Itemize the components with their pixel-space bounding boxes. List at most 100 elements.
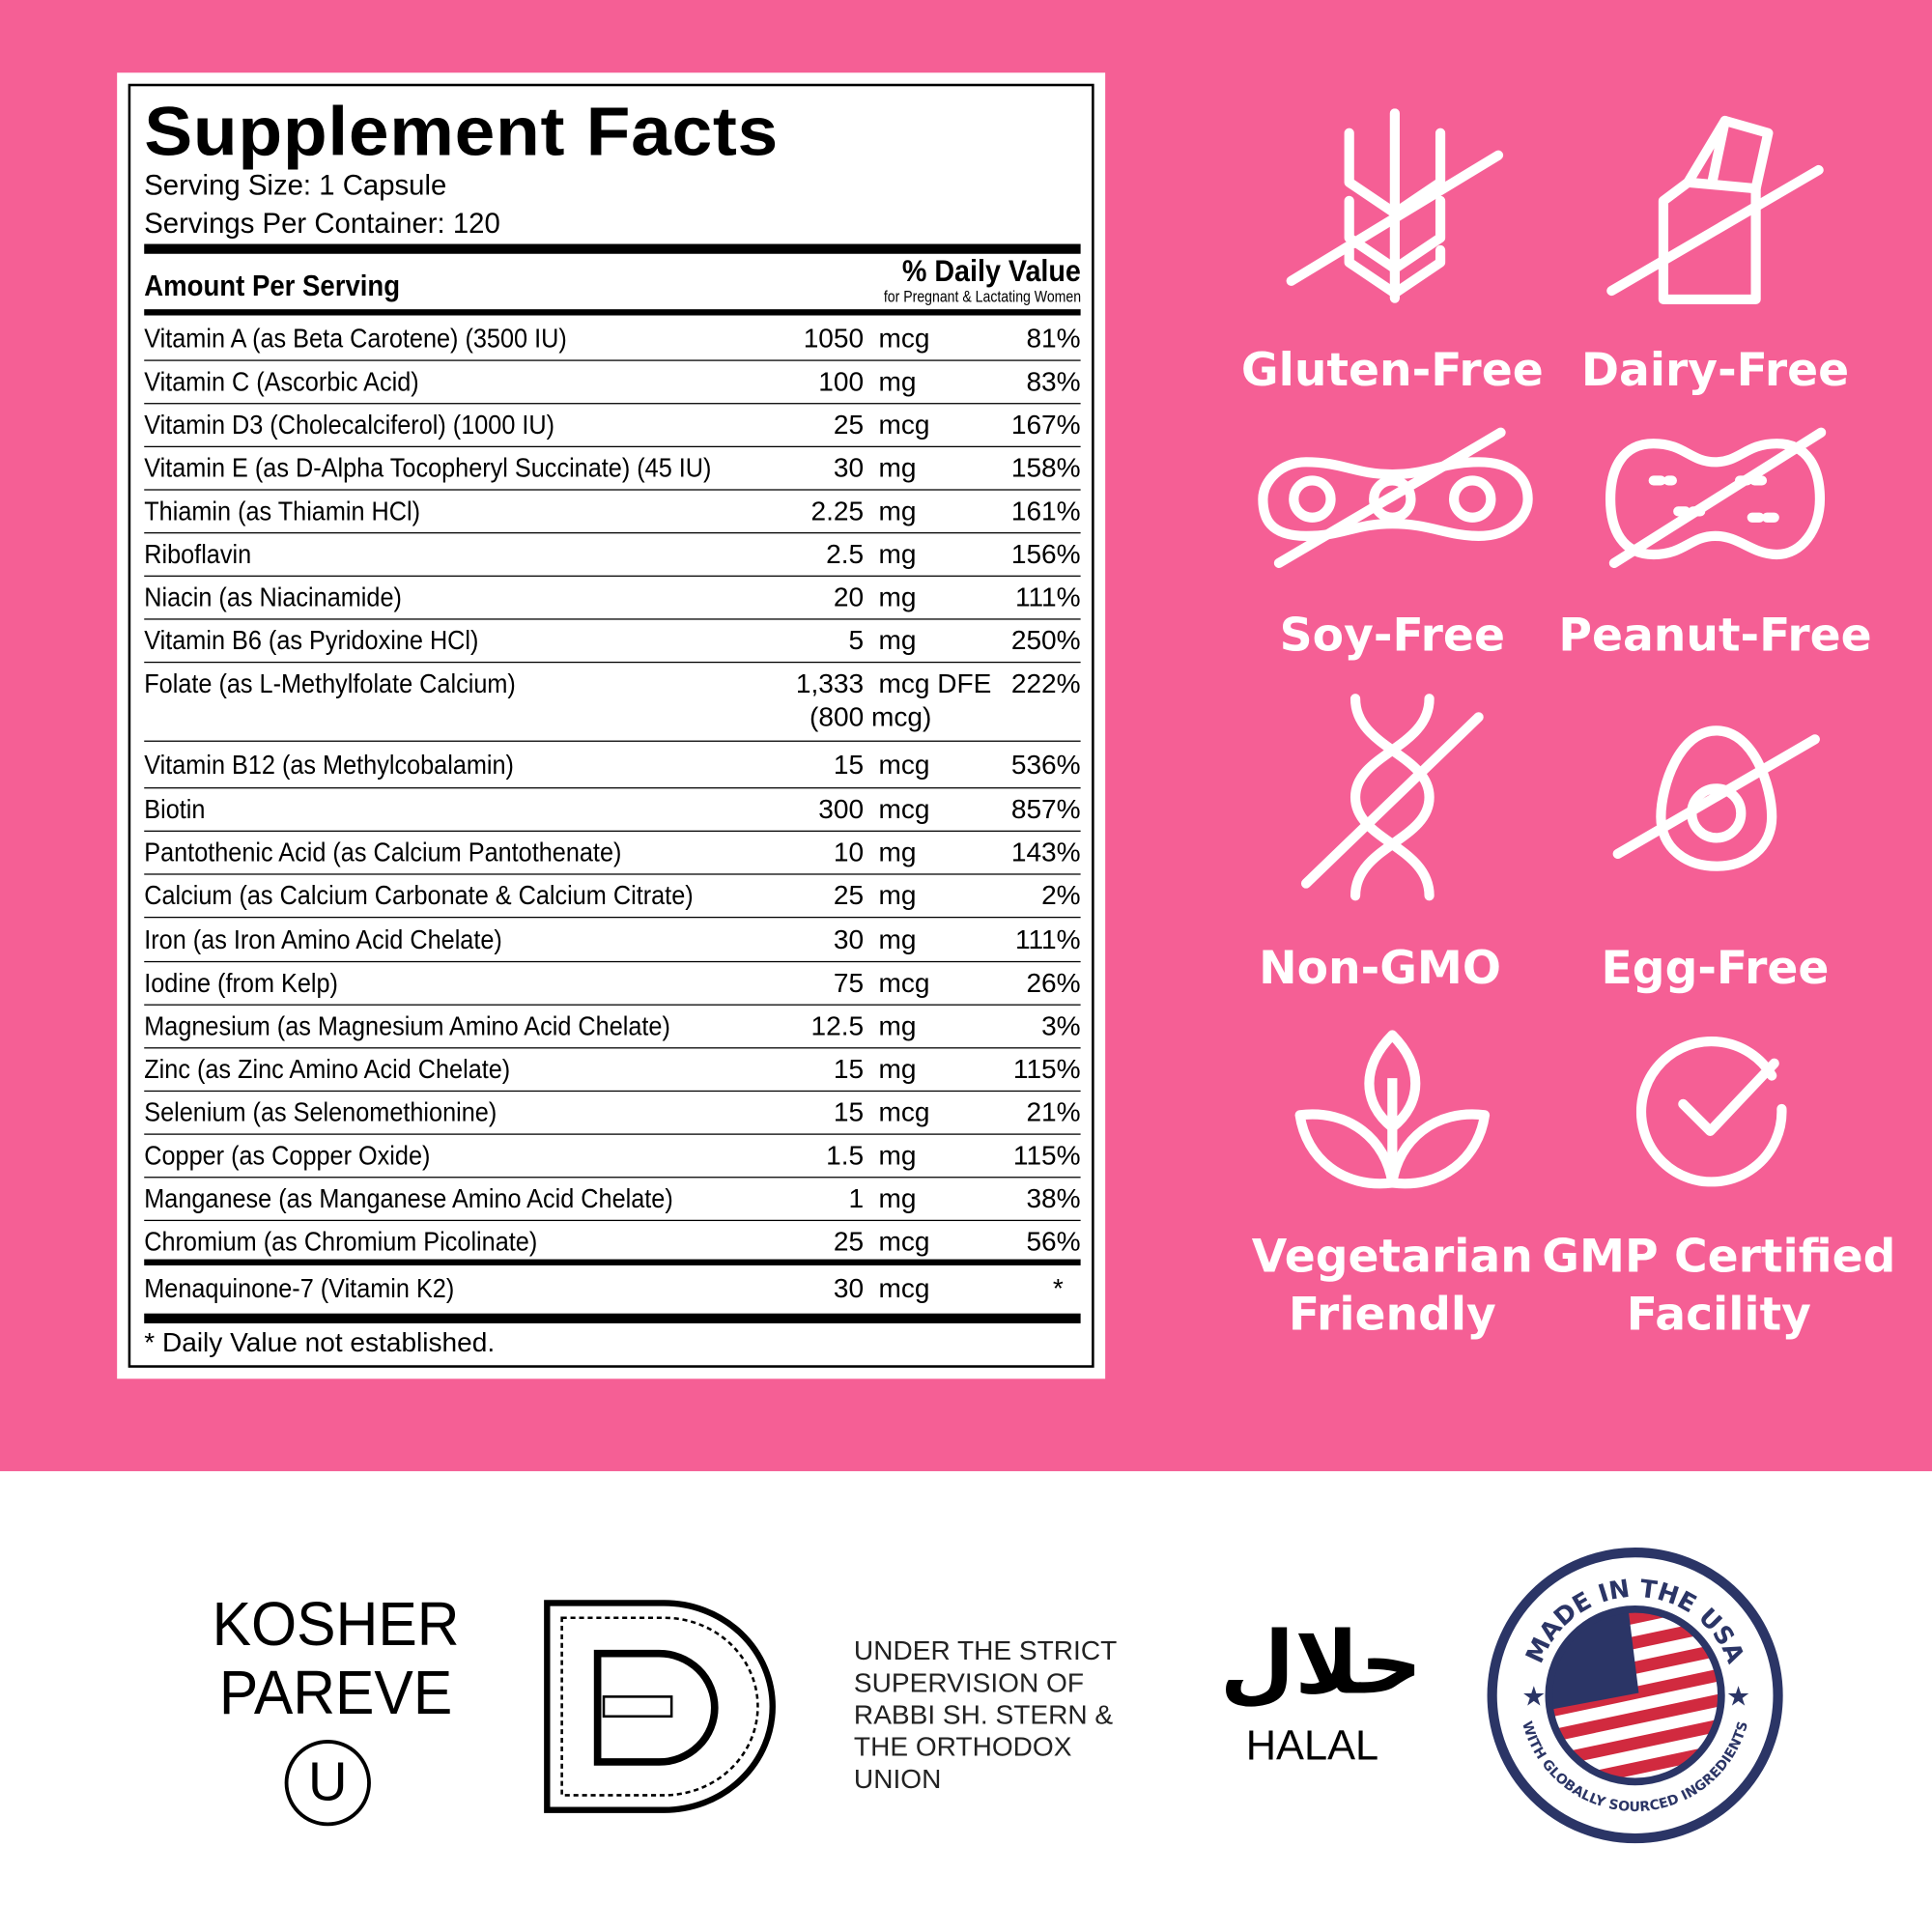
nutrient-amount: 10 — [833, 837, 865, 867]
nutrient-name: Biotin — [144, 793, 206, 825]
nutrient-unit: mg — [878, 495, 917, 526]
nutrient-amount: 15 — [833, 1096, 865, 1128]
divider-medium — [144, 1259, 1081, 1265]
nutrient-row: Biotin 300 mcg 857% — [144, 793, 1081, 832]
nutrient-name: Magnesium (as Magnesium Amino Acid Chela… — [144, 1009, 670, 1041]
nutrient-row: Chromium (as Chromium Picolinate) 25 mcg 56… — [144, 1226, 1080, 1257]
footnote: * Daily Value not established. — [144, 1326, 496, 1358]
nutrient-name: Iodine (from Kelp) — [144, 967, 338, 999]
nutrient-amount: 30 — [833, 452, 865, 483]
serving-size: Serving Size: 1 Capsule — [144, 168, 447, 201]
nutrient-row: Niacin (as Niacinamide) 20 mg 111% — [144, 582, 1081, 620]
nutrient-name: Calcium (as Calcium Carbonate & Calcium … — [144, 879, 694, 911]
nutrient-amount: 15 — [833, 749, 865, 781]
nutrient-row: Thiamin (as Thiamin HCl) 2.25 mg 161% — [144, 495, 1081, 534]
nutrient-row: Magnesium (as Magnesium Amino Acid Chela… — [144, 1009, 1081, 1049]
nutrient-daily-value: 38% — [1026, 1182, 1081, 1214]
nutrient-daily-value: 111% — [1015, 582, 1081, 612]
nutrient-amount: 12.5 — [810, 1009, 865, 1041]
nutrient-row: Vitamin B12 (as Methylcobalamin) 15 mcg 536… — [144, 749, 1081, 789]
nutrient-row: Folate (as L-Methylfolate Calcium) 1,333 m… — [144, 668, 1081, 742]
nutrient-unit: mcg — [878, 409, 930, 440]
nutrient-name: Copper (as Copper Oxide) — [144, 1139, 431, 1171]
nutrient-name: Chromium (as Chromium Picolinate) — [144, 1226, 538, 1258]
badge-label-gmp-certified: GMP Certified Facility — [1542, 1229, 1896, 1341]
nutrient-row: Iron (as Iron Amino Acid Chelate) 30 mg 111… — [144, 923, 1081, 963]
dna-crossed-icon — [1300, 694, 1484, 901]
nutrient-amount: 1050 — [803, 323, 865, 355]
badge-label-egg-free: Egg-Free — [1601, 941, 1830, 995]
nutrient-row: Pantothenic Acid (as Calcium Pantothenat… — [144, 837, 1081, 875]
nutrient-name: Iron (as Iron Amino Acid Chelate) — [144, 923, 502, 955]
supplement-facts-title: Supplement Facts — [144, 92, 779, 171]
daily-value-subheader: for Pregnant & Lactating Women — [883, 287, 1081, 306]
nutrient-name: Riboflavin — [144, 538, 252, 570]
badge-label-gluten-free: Gluten-Free — [1240, 343, 1544, 397]
nutrient-daily-value: 111% — [1015, 923, 1081, 955]
nutrient-amount: 25 — [833, 879, 865, 911]
nutrient-name: Vitamin B6 (as Pyridoxine HCl) — [144, 624, 479, 656]
nutrient-amount: 2.25 — [810, 495, 865, 526]
nutrient-amount: 1,333 — [795, 668, 865, 699]
amount-per-serving-header: Amount Per Serving — [144, 270, 401, 303]
nutrient-daily-value: 857% — [1010, 793, 1081, 825]
badge-label-non-gmo: Non-GMO — [1259, 941, 1502, 995]
nutrient-unit: mcg — [878, 1096, 930, 1128]
nutrient-name: Manganese (as Manganese Amino Acid Chela… — [144, 1182, 673, 1214]
nutrient-daily-value: 81% — [1026, 323, 1081, 355]
nutrient-daily-value: 115% — [1012, 1053, 1081, 1085]
nutrient-daily-value: 3% — [1041, 1009, 1081, 1041]
nutrient-amount: 30 — [833, 923, 865, 955]
nutrient-amount: 15 — [833, 1053, 865, 1085]
nutrient-daily-value: 156% — [1010, 538, 1081, 570]
nutrient-unit: mcg — [878, 323, 930, 355]
daily-value-header: % Daily Value — [901, 253, 1081, 289]
badge-label-vegetarian-friendly: Vegetarian Friendly — [1251, 1229, 1533, 1341]
nutrient-daily-value: 167% — [1010, 409, 1081, 440]
nutrient-name: Niacin (as Niacinamide) — [144, 582, 402, 612]
badge-label-soy-free: Soy-Free — [1279, 609, 1505, 662]
nutrient-unit: mg — [878, 1139, 917, 1171]
nutrient-unit: mg — [878, 624, 917, 656]
nutrient-unit: mg — [878, 1182, 917, 1214]
nutrient-unit: mcg — [878, 749, 930, 781]
halal-label: HALAL — [1245, 1722, 1379, 1770]
divider-thick — [144, 1313, 1081, 1323]
nutrient-name: Selenium (as Selenomethionine) — [144, 1096, 497, 1128]
nutrient-unit: mg — [878, 452, 917, 483]
supplement-facts-panel — [117, 72, 1106, 1379]
nutrient-daily-value: 536% — [1010, 749, 1081, 781]
nutrient-amount: 25 — [833, 1226, 865, 1258]
nutrient-row: Manganese (as Manganese Amino Acid Chela… — [144, 1182, 1081, 1222]
nutrient-row: Riboflavin 2.5 mg 156% — [144, 538, 1081, 577]
made-in-usa-seal: MADE IN THE USA WITH GLOBALLY SOURCED IN… — [1487, 1548, 1783, 1844]
nutrient-daily-value: 143% — [1010, 837, 1081, 867]
nutrient-daily-value: 56% — [1026, 1226, 1081, 1258]
nutrient-unit: mg — [878, 365, 917, 397]
nutrient-row: Vitamin A (as Beta Carotene) (3500 IU) 10… — [144, 323, 1081, 361]
nutrient-row-extra: Menaquinone-7 (Vitamin K2) 30 mcg * — [144, 1272, 1064, 1304]
nutrient-amount: 75 — [833, 967, 865, 999]
nutrient-amount: 2.5 — [826, 538, 865, 570]
rabbinical-d-seal-logo — [544, 1600, 776, 1813]
nutrient-row: Selenium (as Selenomethionine) 15 mcg 21% — [144, 1096, 1081, 1135]
ou-kosher-symbol: U — [284, 1740, 371, 1827]
egg-crossed-icon — [1612, 725, 1820, 871]
nutrient-amount: 25 — [833, 409, 865, 440]
nutrient-row: Iodine (from Kelp) 75 mcg 26% — [144, 967, 1081, 1006]
nutrient-daily-value: 26% — [1026, 967, 1081, 999]
nutrient-name: Zinc (as Zinc Amino Acid Chelate) — [144, 1053, 511, 1085]
star-icon: ★ — [1726, 1681, 1750, 1711]
nutrient-name: Vitamin B12 (as Methylcobalamin) — [144, 749, 514, 781]
nutrient-name: Folate (as L-Methylfolate Calcium) — [144, 668, 516, 699]
nutrient-daily-value: 222% — [1010, 668, 1081, 699]
nutrient-daily-value: 115% — [1012, 1139, 1081, 1171]
badge-label-peanut-free: Peanut-Free — [1558, 609, 1872, 662]
nutrient-row: Vitamin E (as D-Alpha Tocopheryl Succina… — [144, 452, 1081, 491]
nutrient-unit: mg — [878, 1053, 917, 1085]
nutrient-amount: 1 — [848, 1182, 865, 1214]
nutrient-unit: mcg — [878, 1226, 930, 1258]
nutrient-unit: mg — [878, 837, 917, 867]
nutrient-row: Vitamin C (Ascorbic Acid) 100 mg 83% — [144, 365, 1081, 405]
